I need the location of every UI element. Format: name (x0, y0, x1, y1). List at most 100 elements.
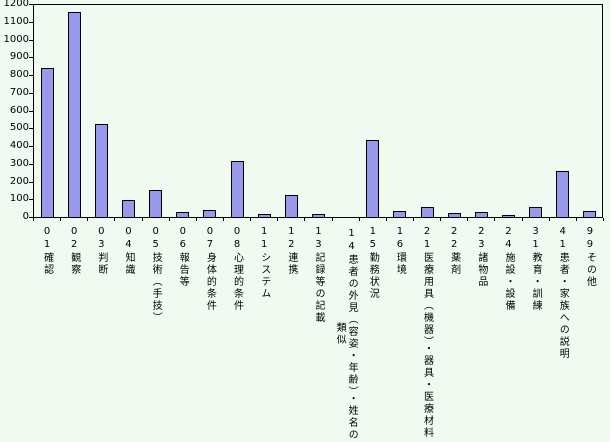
x-axis-tick (575, 218, 577, 221)
x-axis-tick (304, 218, 306, 221)
x-axis-label-slot: 06報告等 (169, 226, 196, 442)
x-axis-tick (250, 218, 252, 221)
bar (203, 209, 217, 217)
x-axis-tick (114, 218, 116, 221)
bar (257, 214, 271, 217)
x-axis-label-slot: 05技術（手技） (142, 226, 169, 442)
bar (40, 67, 54, 217)
x-axis-label-slot: 41患者・家族への説明 (549, 226, 576, 442)
x-axis-category-label: 23諸物品 (475, 226, 487, 288)
bar (94, 124, 108, 217)
bar (474, 212, 488, 217)
x-axis-tick (385, 218, 387, 221)
x-axis-label-slot: 03判断 (87, 226, 114, 442)
bar (366, 140, 380, 217)
x-axis-category-label: 24施設・設備 (502, 226, 514, 312)
x-axis-category-label: 06報告等 (177, 226, 189, 288)
x-axis-category-label: 21医療用具（機器）・器具・医療材料 (421, 226, 433, 439)
x-axis-category-label: 14患者の外見（容姿・年齢）・姓名の類似 (334, 227, 358, 441)
x-axis-tick (168, 218, 170, 221)
bar (420, 207, 434, 217)
y-axis-tick (29, 181, 33, 183)
y-axis-tick (29, 92, 33, 94)
x-axis-tick (358, 218, 360, 221)
bar (502, 215, 515, 217)
bars-layer (34, 5, 602, 217)
y-axis-tick-label: 900 (9, 51, 29, 63)
x-axis-label-slot: 07身体的条件 (196, 226, 223, 442)
x-axis-category-label: 41患者・家族への説明 (557, 226, 569, 360)
x-axis-tick (223, 218, 224, 221)
x-axis-label-slot: 22薬剤 (440, 226, 467, 442)
x-axis-category-label: 03判断 (95, 226, 107, 276)
x-axis-tick (141, 218, 143, 221)
x-axis-category-label: 05技術（手技） (150, 226, 162, 324)
y-axis-tick-label: 400 (9, 140, 29, 151)
x-axis-category-label: 22薬剤 (448, 226, 460, 276)
bar (230, 161, 244, 217)
bar (583, 210, 597, 217)
x-axis-category-label: 12連携 (285, 226, 297, 276)
x-axis-label-slot: 02観察 (60, 226, 87, 442)
x-axis-label-slot: 21医療用具（機器）・器具・医療材料 (413, 226, 440, 442)
x-axis-label-slot: 31教育・訓練 (522, 226, 549, 442)
x-axis-tick (413, 218, 414, 221)
y-axis-tick (29, 21, 33, 23)
y-axis-tick-label: 0 (22, 211, 29, 222)
x-axis-category-label: 99その他 (584, 226, 596, 288)
x-axis-category-label: 01確認 (41, 226, 53, 276)
x-axis-tick (331, 218, 333, 221)
x-axis-tick (603, 218, 604, 221)
x-axis-tick (195, 218, 197, 221)
x-axis-label-slot: 15勤務状況 (359, 226, 386, 442)
y-axis-tick (29, 146, 33, 147)
x-axis-tick (87, 218, 89, 221)
bar (149, 190, 163, 217)
bar (312, 213, 325, 217)
y-axis-tick-label: 1200 (3, 0, 29, 9)
x-axis-tick (60, 218, 62, 221)
bar (67, 11, 81, 217)
x-axis-label-slot: 04知識 (114, 226, 141, 442)
y-axis-tick (29, 4, 33, 5)
x-axis-label-slot: 16環境 (386, 226, 413, 442)
y-axis-tick-label: 600 (9, 104, 29, 116)
x-axis-category-label: 04知識 (122, 226, 134, 276)
x-axis-label-slot: 11システム (250, 226, 277, 442)
x-axis-tick (467, 218, 469, 221)
x-axis-tick (548, 218, 550, 221)
x-axis-tick (494, 218, 496, 221)
y-axis-tick-label: 200 (9, 175, 29, 187)
bar (176, 212, 190, 217)
y-axis-tick-label: 800 (9, 69, 29, 80)
y-axis-tick-label: 100 (9, 193, 29, 205)
y-axis-tick-label: 1000 (3, 33, 29, 45)
y-axis-tick (29, 110, 33, 112)
y-axis-tick (29, 75, 33, 76)
bar (284, 194, 298, 217)
x-axis-tick (33, 218, 34, 221)
x-axis-category-label: 07身体的条件 (204, 226, 216, 312)
x-axis-category-label: 11システム (258, 226, 270, 300)
bar (447, 213, 461, 217)
y-axis-tick-label: 300 (9, 157, 29, 169)
x-axis-category-label: 31教育・訓練 (530, 226, 542, 312)
x-axis-label-slot: 99その他 (576, 226, 603, 442)
y-axis-tick-label: 700 (9, 86, 29, 98)
x-axis-tick (440, 218, 442, 221)
y-axis-tick-label: 1100 (3, 15, 29, 27)
y-axis-tick (29, 199, 33, 201)
bar (122, 200, 135, 217)
x-axis-labels: 01確認 02観察 03判断 04知識 05技術（手技） 06報告等 07身体的条件 08心理… (33, 226, 603, 442)
x-axis-label-slot: 14患者の外見（容姿・年齢）・姓名の類似 (332, 226, 359, 442)
x-axis-category-label: 15勤務状況 (367, 226, 379, 300)
x-axis-tick (277, 218, 279, 221)
bar (393, 210, 407, 217)
y-axis-tick (29, 128, 33, 130)
x-axis-label-slot: 13記録等の記載 (304, 226, 331, 442)
y-axis-tick (29, 163, 33, 165)
y-axis-tick-label: 500 (9, 122, 29, 134)
x-axis-label-slot: 01確認 (33, 226, 60, 442)
y-axis-tick (29, 39, 33, 41)
